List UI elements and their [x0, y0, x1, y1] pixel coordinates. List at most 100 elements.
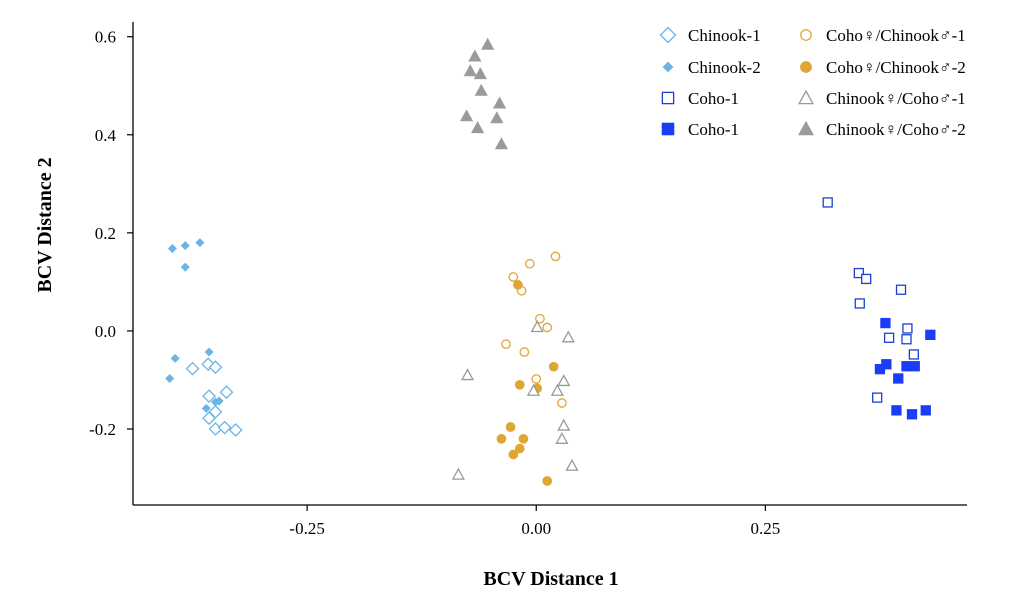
legend-item: Chinook-2 — [662, 58, 761, 77]
data-point — [550, 251, 561, 262]
data-point — [872, 392, 883, 403]
data-point — [508, 449, 519, 460]
data-point — [550, 383, 564, 396]
legend-marker — [659, 26, 677, 44]
legend-marker — [800, 29, 812, 41]
series-8 — [460, 37, 509, 150]
series-6 — [496, 279, 559, 486]
data-point — [908, 349, 919, 360]
data-point — [474, 83, 488, 96]
data-point — [531, 374, 542, 384]
data-point — [180, 262, 190, 272]
data-point — [535, 313, 545, 324]
legend-marker — [798, 89, 814, 105]
data-point — [853, 267, 865, 279]
legend-label: Coho♀/Chinook♂-2 — [826, 58, 966, 77]
data-point — [468, 49, 482, 62]
legend-item: Coho♀/Chinook♂-2 — [800, 58, 966, 77]
data-point — [195, 238, 205, 248]
y-tick-label: 0.4 — [95, 126, 117, 145]
data-point — [542, 322, 553, 333]
data-point — [901, 334, 912, 345]
data-point — [167, 244, 177, 254]
data-point — [460, 109, 474, 122]
series-2 — [165, 238, 224, 413]
data-point — [557, 418, 571, 431]
data-point — [909, 361, 920, 372]
data-points — [165, 37, 936, 486]
data-point — [519, 347, 530, 357]
data-point — [524, 258, 535, 269]
y-ticks: -0.2 0.0 0.2 0.4 0.6 — [89, 28, 133, 439]
data-point — [473, 67, 487, 80]
legend-item: Coho-1 — [661, 120, 739, 139]
data-point — [883, 332, 895, 343]
data-point — [557, 374, 571, 387]
data-point — [925, 329, 936, 340]
data-point — [906, 409, 918, 420]
y-tick-label: 0.6 — [95, 28, 116, 47]
legend-item: Chinook♀/Coho♂-2 — [798, 120, 966, 139]
data-point — [463, 64, 477, 77]
legend-item: Coho♀/Chinook♂-1 — [800, 26, 966, 45]
data-point — [490, 111, 504, 124]
data-point — [202, 389, 216, 404]
y-tick-label: 0.0 — [95, 322, 116, 341]
legend-marker — [800, 61, 812, 73]
data-point — [470, 121, 485, 134]
data-point — [530, 320, 544, 333]
data-point — [228, 423, 243, 437]
legend-marker — [661, 91, 675, 105]
data-point — [185, 361, 200, 376]
data-point — [526, 383, 541, 396]
data-point — [565, 458, 579, 471]
data-point — [895, 284, 907, 295]
legend-label: Coho-1 — [688, 89, 739, 108]
y-tick-label: 0.2 — [95, 224, 116, 243]
data-point — [548, 361, 559, 372]
legend-item: Chinook♀/Coho♂-1 — [798, 89, 966, 108]
data-point — [219, 385, 234, 400]
data-point — [492, 96, 507, 109]
data-point — [496, 433, 507, 444]
legend-label: Chinook♀/Coho♂-2 — [826, 120, 966, 139]
x-tick-label: 0.25 — [750, 519, 780, 538]
series-1 — [185, 357, 243, 437]
data-point — [508, 272, 519, 282]
legend-label: Chinook-1 — [688, 26, 761, 45]
data-point — [204, 347, 214, 357]
data-point — [217, 420, 232, 435]
data-point — [514, 443, 525, 454]
data-point — [920, 405, 931, 416]
legend-marker — [662, 61, 674, 73]
data-point — [460, 368, 475, 381]
data-point — [505, 422, 516, 432]
x-tick-label: -0.25 — [289, 519, 324, 538]
data-point — [451, 467, 465, 480]
data-point — [481, 37, 495, 50]
legend: Chinook-1 Chinook-2 Coho-1 Coho-1 Coho♀/Chin… — [659, 26, 966, 139]
x-axis-title: BCV Distance 1 — [483, 568, 618, 590]
data-point — [874, 364, 886, 375]
data-point — [494, 137, 509, 150]
data-point — [201, 403, 211, 413]
legend-marker — [661, 122, 675, 136]
series-3 — [822, 197, 919, 403]
series-7 — [451, 320, 579, 480]
data-point — [214, 396, 224, 406]
data-point — [861, 273, 872, 285]
data-point — [165, 373, 175, 384]
data-point — [208, 360, 223, 375]
data-point — [891, 405, 902, 416]
x-tick-label: 0.00 — [521, 519, 551, 538]
data-point — [202, 411, 216, 426]
series-5 — [501, 251, 567, 408]
y-tick-label: -0.2 — [89, 420, 116, 439]
x-ticks: -0.25 0.00 0.25 — [289, 505, 780, 538]
legend-label: Coho♀/Chinook♂-1 — [826, 26, 966, 45]
legend-label: Coho-1 — [688, 120, 739, 139]
data-point — [170, 353, 180, 363]
data-point — [854, 298, 865, 309]
legend-item: Coho-1 — [661, 89, 739, 108]
